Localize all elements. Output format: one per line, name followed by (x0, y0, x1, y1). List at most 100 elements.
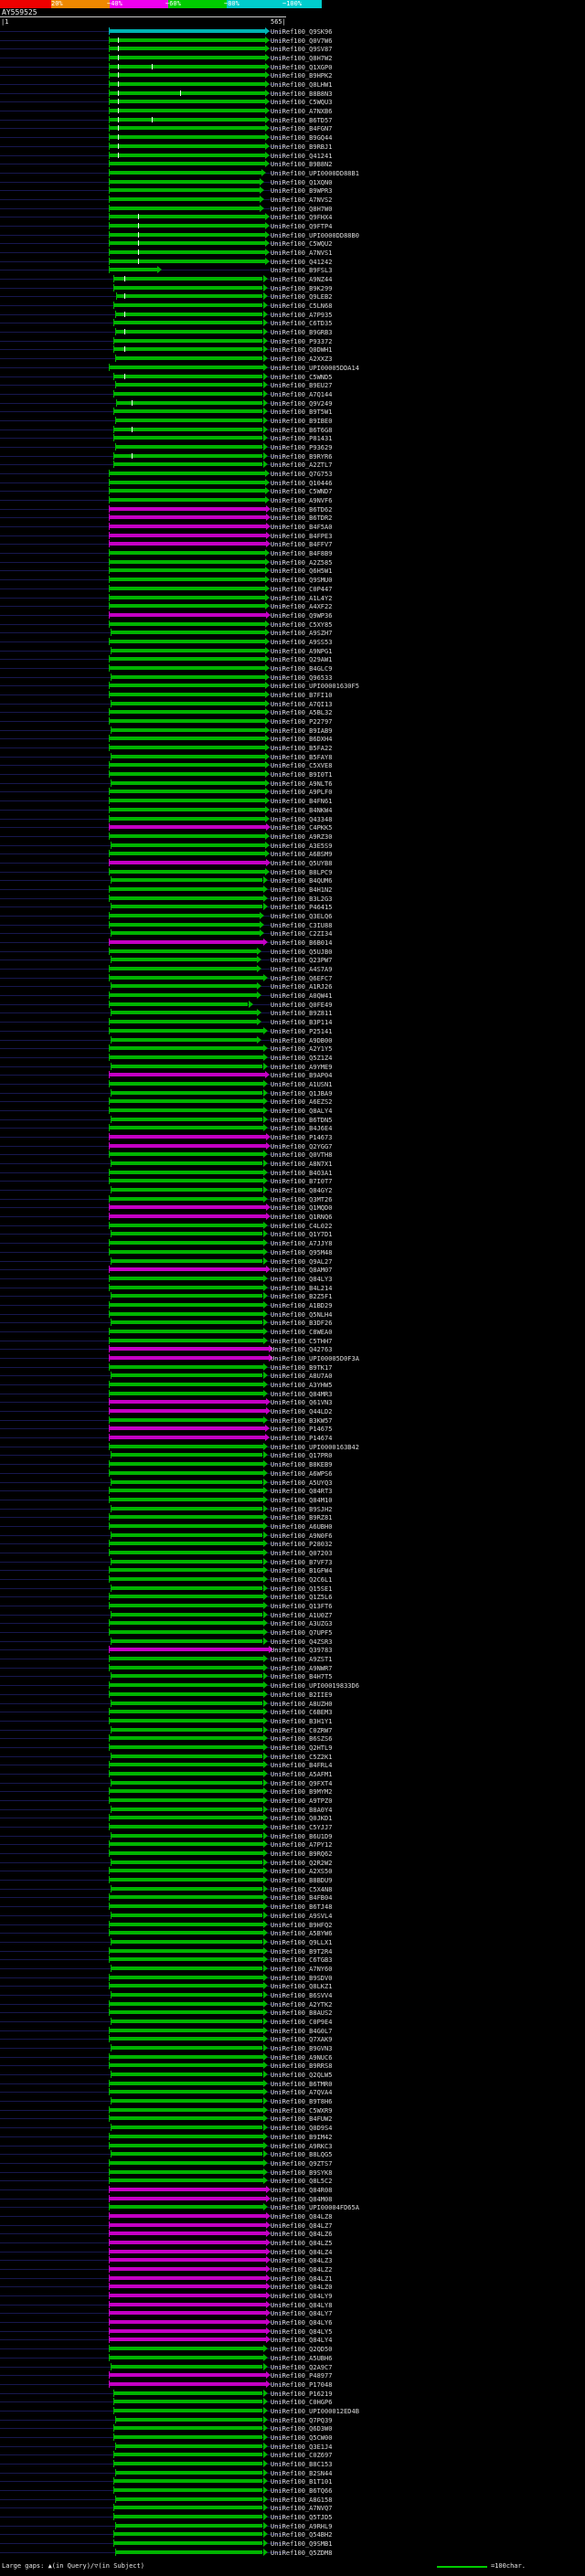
alignment-bar[interactable] (108, 2026, 263, 2034)
alignment-bar[interactable] (108, 1354, 269, 1362)
alignment-bar[interactable] (108, 487, 265, 495)
alignment-bar[interactable] (108, 2380, 267, 2388)
hit-label[interactable]: UniRef100_Q84GY2 (271, 1187, 333, 1195)
alignment-bar[interactable] (110, 1230, 263, 1238)
alignment-bar[interactable] (108, 823, 267, 832)
alignment-bar[interactable] (108, 708, 265, 716)
hit-label[interactable]: UniRef100_B4F5A0 (271, 524, 333, 532)
alignment-bar[interactable] (108, 168, 262, 176)
alignment-bar[interactable] (115, 328, 263, 336)
hit-label[interactable]: UniRef100_B5FAY8 (271, 753, 333, 761)
hit-label[interactable]: UniRef100_C6TGB3 (271, 1956, 333, 1965)
hit-label[interactable]: UniRef100_A1U0Z7 (271, 1611, 333, 1619)
hit-label[interactable]: UniRef100_A7NXB6 (271, 108, 333, 116)
hit-label[interactable]: UniRef100_Q84M08 (271, 2195, 333, 2203)
alignment-bar[interactable] (108, 249, 265, 256)
alignment-bar[interactable] (108, 1327, 263, 1335)
hit-label[interactable]: UniRef100_A2Z585 (271, 558, 333, 567)
hit-label[interactable]: UniRef100_A5UBH6 (271, 2354, 333, 2362)
alignment-bar[interactable] (108, 80, 265, 89)
hit-label[interactable]: UniRef100_Q10446 (271, 479, 333, 487)
hit-label[interactable]: UniRef100_C5XVE8 (271, 762, 333, 770)
hit-label[interactable]: UniRef100_P93372 (271, 337, 333, 345)
hit-label[interactable]: UniRef100_C5XY85 (271, 620, 333, 629)
alignment-bar[interactable] (108, 36, 265, 44)
hit-label[interactable]: UniRef100_A3YHW5 (271, 1382, 333, 1390)
alignment-bar[interactable] (108, 1548, 263, 1556)
alignment-bar[interactable] (108, 938, 263, 947)
hit-label[interactable]: UniRef100_A6WPS6 (271, 1469, 333, 1478)
hit-label[interactable]: UniRef100_C5YJJ7 (271, 1824, 333, 1832)
hit-label[interactable]: UniRef100_Q9V249 (271, 399, 333, 408)
alignment-bar[interactable] (108, 2239, 267, 2246)
alignment-bar[interactable] (108, 1381, 263, 1389)
hit-label[interactable]: UniRef100_B4FN61 (271, 798, 333, 806)
alignment-bar[interactable] (110, 1319, 263, 1327)
hit-label[interactable]: UniRef100_B9SDV0 (271, 1974, 333, 1982)
hit-label[interactable]: UniRef100_Q84M10 (271, 1496, 333, 1504)
hit-label[interactable]: UniRef100_A9NLT6 (271, 779, 333, 788)
hit-label[interactable]: UniRef100_C0P447 (271, 585, 333, 593)
alignment-bar[interactable] (108, 1300, 263, 1309)
hit-label[interactable]: UniRef100_B9RZ81 (271, 1514, 333, 1522)
alignment-bar[interactable] (108, 1655, 263, 1663)
alignment-bar[interactable] (108, 1362, 263, 1371)
hit-label[interactable]: UniRef100_Q13FT6 (271, 1603, 333, 1611)
alignment-bar[interactable] (110, 1531, 263, 1539)
hit-label[interactable]: UniRef100_B9RBJ1 (271, 143, 333, 151)
hit-label[interactable]: UniRef100_Q8L5C2 (271, 2178, 333, 2186)
hit-label[interactable]: UniRef100_Q2R2W2 (271, 1859, 333, 1867)
hit-label[interactable]: UniRef100_B9EU27 (271, 382, 333, 390)
alignment-bar[interactable] (108, 1487, 263, 1495)
hit-label[interactable]: UniRef100_B9GRB3 (271, 329, 333, 337)
alignment-bar[interactable] (108, 1920, 263, 1928)
hit-label[interactable]: UniRef100_UPI00005D0F3A (271, 1355, 359, 1362)
alignment-bar[interactable] (108, 1876, 263, 1884)
alignment-bar[interactable] (108, 1903, 263, 1911)
hit-label[interactable]: UniRef100_A1L4Y2 (271, 594, 333, 602)
alignment-bar[interactable] (110, 673, 265, 681)
hit-label[interactable]: UniRef100_B4FFV7 (271, 541, 333, 549)
hit-label[interactable]: UniRef100_B9T5W1 (271, 408, 333, 417)
alignment-bar[interactable] (108, 2265, 267, 2274)
alignment-bar[interactable] (108, 1018, 258, 1026)
hit-label[interactable]: UniRef100_UPI00019833D6 (271, 1682, 359, 1691)
hit-label[interactable]: UniRef100_UPI0000DD88B1 (271, 169, 359, 177)
hit-label[interactable]: UniRef100_A7NVS1 (271, 249, 333, 257)
hit-label[interactable]: UniRef100_Q84LY8 (271, 2301, 333, 2309)
hit-label[interactable]: UniRef100_P81431 (271, 435, 333, 443)
hit-label[interactable]: UniRef100_UPI0000DD88B0 (271, 231, 359, 239)
hit-label[interactable]: UniRef100_Q1Z5L6 (271, 1594, 333, 1602)
alignment-bar[interactable] (108, 567, 265, 575)
hit-label[interactable]: UniRef100_Q9LLX1 (271, 1938, 333, 1946)
hit-label[interactable]: UniRef100_P93629 (271, 443, 333, 451)
alignment-bar[interactable] (108, 1999, 263, 2008)
hit-label[interactable]: UniRef100_B6TMR0 (271, 2080, 333, 2088)
alignment-bar[interactable] (116, 398, 263, 407)
alignment-bar[interactable] (108, 1336, 263, 1344)
hit-label[interactable]: UniRef100_B6B014 (271, 939, 333, 948)
alignment-bar[interactable] (108, 610, 267, 619)
hit-label[interactable]: UniRef100_B9T2R4 (271, 1947, 333, 1956)
alignment-bar[interactable] (108, 133, 265, 142)
hit-label[interactable]: UniRef100_P16219 (271, 2390, 333, 2398)
alignment-bar[interactable] (110, 1451, 263, 1459)
hit-label[interactable]: UniRef100_A9SVL4 (271, 1912, 333, 1920)
hit-label[interactable]: UniRef100_B7FI10 (271, 692, 333, 699)
hit-label[interactable]: UniRef100_Q84MR3 (271, 1390, 333, 1398)
alignment-bar[interactable] (108, 540, 267, 548)
hit-label[interactable]: UniRef100_A9SZH7 (271, 630, 333, 638)
hit-label[interactable]: UniRef100_Q43348 (271, 815, 333, 823)
alignment-bar[interactable] (113, 345, 263, 354)
alignment-bar[interactable] (110, 1990, 263, 1998)
hit-label[interactable]: UniRef100_B9I0T1 (271, 771, 333, 779)
hit-label[interactable]: UniRef100_P14673 (271, 1134, 333, 1141)
hit-label[interactable]: UniRef100_A8UZH0 (271, 1700, 333, 1708)
hit-label[interactable]: UniRef100_B8BDU9 (271, 1877, 333, 1885)
alignment-bar[interactable] (108, 1646, 269, 1654)
hit-label[interactable]: UniRef100_Q1Y7D1 (271, 1231, 333, 1239)
alignment-bar[interactable] (108, 257, 265, 265)
alignment-bar[interactable] (108, 1663, 263, 1671)
hit-label[interactable]: UniRef100_A4S7A9 (271, 966, 333, 974)
alignment-bar[interactable] (108, 470, 265, 477)
